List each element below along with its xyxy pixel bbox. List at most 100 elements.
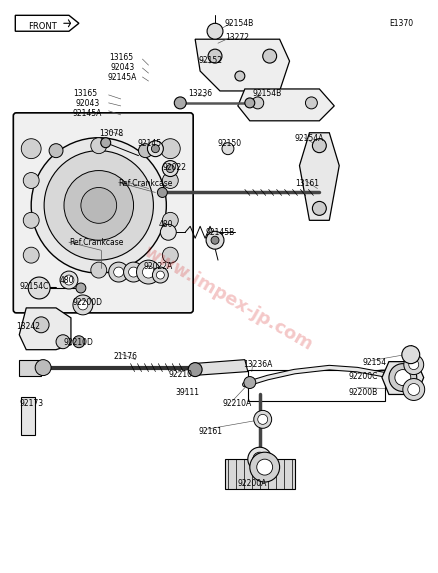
Text: 92145A: 92145A [108, 73, 137, 82]
Text: 13242: 13242 [16, 322, 40, 331]
Text: 13236A: 13236A [243, 360, 272, 368]
Circle shape [409, 360, 419, 370]
Text: 92154A: 92154A [294, 134, 324, 143]
Circle shape [408, 383, 420, 395]
Circle shape [312, 202, 326, 215]
Circle shape [166, 164, 174, 172]
Circle shape [33, 317, 49, 333]
Circle shape [207, 23, 223, 39]
Text: 480: 480 [159, 221, 173, 229]
Text: 92154: 92154 [362, 358, 386, 367]
Circle shape [162, 247, 178, 263]
Circle shape [248, 447, 272, 471]
Circle shape [253, 452, 267, 466]
Circle shape [160, 139, 180, 159]
Text: FRONT: FRONT [28, 22, 57, 31]
Circle shape [404, 355, 424, 375]
Text: 13165: 13165 [109, 53, 133, 62]
Text: 92161: 92161 [198, 427, 222, 436]
Circle shape [44, 151, 153, 260]
Circle shape [162, 213, 178, 228]
Circle shape [395, 370, 411, 386]
Circle shape [222, 143, 234, 155]
Circle shape [60, 271, 78, 289]
Circle shape [250, 452, 279, 482]
Circle shape [402, 346, 420, 364]
Text: 21176: 21176 [114, 352, 138, 360]
Circle shape [76, 283, 86, 293]
Circle shape [188, 363, 202, 376]
Circle shape [124, 262, 144, 282]
Circle shape [157, 187, 167, 198]
Text: 92210A: 92210A [223, 399, 252, 409]
Text: 92145A: 92145A [73, 109, 102, 118]
Circle shape [245, 98, 255, 108]
Bar [19, 360, 41, 375]
Circle shape [35, 360, 51, 375]
Text: 13165: 13165 [73, 89, 97, 98]
Text: 92200A: 92200A [238, 479, 267, 488]
Text: 92210D: 92210D [64, 337, 94, 347]
Text: 480: 480 [60, 276, 74, 285]
Polygon shape [238, 89, 334, 121]
Bar [21, 398, 35, 435]
Circle shape [64, 171, 134, 240]
Text: 92152: 92152 [198, 56, 222, 65]
Text: Ref.Crankcase: Ref.Crankcase [119, 179, 173, 187]
Text: 13161: 13161 [296, 179, 319, 187]
Circle shape [109, 262, 129, 282]
Text: 92154B: 92154B [225, 19, 254, 28]
Circle shape [31, 138, 166, 273]
Text: Ref.Crankcase: Ref.Crankcase [69, 238, 124, 247]
FancyBboxPatch shape [13, 113, 193, 313]
Circle shape [152, 145, 159, 152]
Circle shape [78, 300, 88, 310]
Circle shape [73, 295, 93, 315]
Polygon shape [225, 459, 294, 489]
Circle shape [305, 97, 318, 109]
Circle shape [28, 277, 50, 299]
Circle shape [211, 236, 219, 244]
Circle shape [156, 271, 164, 279]
Circle shape [312, 139, 326, 152]
Circle shape [138, 144, 152, 158]
Circle shape [254, 410, 272, 428]
Bar [248, 370, 385, 402]
Circle shape [162, 160, 178, 176]
Polygon shape [19, 308, 71, 350]
Circle shape [64, 275, 74, 285]
Circle shape [174, 97, 186, 109]
Circle shape [162, 172, 178, 189]
Circle shape [91, 262, 107, 278]
Circle shape [56, 335, 70, 349]
Text: 13272: 13272 [225, 33, 249, 42]
Circle shape [129, 267, 138, 277]
Polygon shape [300, 133, 339, 221]
Circle shape [252, 97, 264, 109]
Circle shape [101, 138, 111, 148]
Polygon shape [15, 15, 79, 32]
Circle shape [235, 71, 245, 81]
Text: 92200D: 92200D [73, 298, 103, 307]
Circle shape [257, 459, 273, 475]
Circle shape [403, 379, 425, 401]
Circle shape [206, 231, 224, 249]
Circle shape [81, 187, 117, 223]
Circle shape [73, 336, 85, 348]
Text: 13236: 13236 [188, 89, 212, 98]
Text: 92154B: 92154B [253, 89, 282, 98]
Text: E1370: E1370 [389, 19, 413, 28]
Polygon shape [192, 360, 248, 375]
Text: 92022A: 92022A [144, 262, 173, 271]
Text: 92200B: 92200B [348, 387, 378, 397]
Text: 92210: 92210 [168, 370, 192, 379]
Polygon shape [195, 39, 290, 91]
Polygon shape [382, 362, 424, 394]
Text: 39111: 39111 [175, 387, 199, 397]
Text: 92145: 92145 [138, 139, 162, 148]
Circle shape [137, 260, 160, 284]
Circle shape [208, 49, 222, 63]
Text: 92150: 92150 [217, 139, 241, 148]
Circle shape [263, 49, 277, 63]
Text: 92043: 92043 [111, 63, 135, 72]
